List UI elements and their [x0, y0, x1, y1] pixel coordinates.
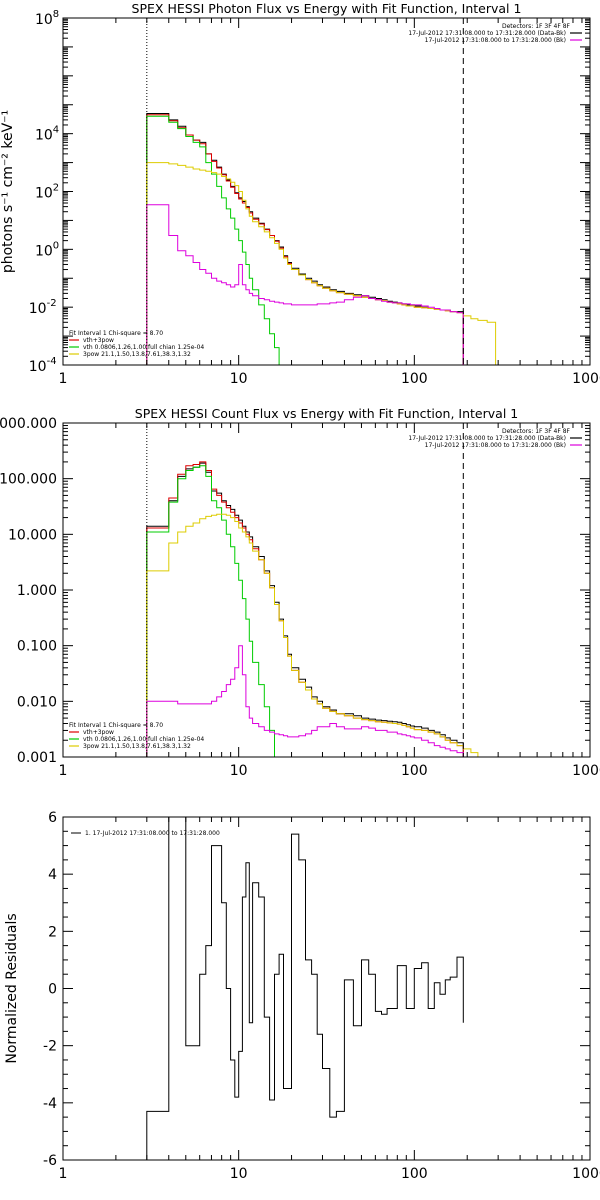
info-legend-line: Detectors: 1F 3F 4F 8F: [502, 23, 571, 30]
y-tick-label: 0.010: [17, 694, 57, 710]
svg-text:10: 10: [35, 128, 53, 144]
series-data-line: [146, 462, 464, 757]
y-tick-label: 10 4: [35, 125, 59, 144]
svg-text:10: 10: [35, 12, 53, 28]
fit-legend-line: vth 0.0806,1.26,1.00 full chian 1.25e-04: [83, 736, 204, 743]
y-tick-label: -6: [43, 1153, 57, 1169]
y-tick-label: 6: [48, 810, 57, 826]
y-tick-label: 10 2: [35, 183, 59, 202]
series-background-line: [146, 204, 464, 365]
svg-text:8: 8: [53, 9, 59, 20]
series-background-line: [146, 645, 464, 757]
x-tick-label: 100: [401, 1166, 428, 1182]
svg-text:10: 10: [35, 243, 53, 259]
fit-legend-line: vth+3pow: [83, 337, 114, 344]
y-tick-label: 1.000: [17, 583, 57, 599]
y-tick-label: -2: [43, 1039, 57, 1055]
svg-text:2: 2: [53, 183, 59, 194]
svg-text:-2: -2: [47, 298, 57, 309]
y-tick-label: 0.100: [17, 639, 57, 655]
fit-legend-line: vth 0.0806,1.26,1.00 full chian 1.25e-04: [83, 344, 204, 351]
plot-frame: [62, 17, 591, 366]
svg-text:0: 0: [53, 240, 59, 251]
fit-legend-line: 3pow 21.1,1.50,13.8,7.61,38.3,1.32: [83, 743, 191, 750]
y-axis-label: photons s⁻¹ cm⁻² keV⁻¹: [0, 110, 16, 273]
panel-2: SPEX HESSI Count Flux vs Energy with Fit…: [0, 406, 600, 779]
y-tick-label: 0.001: [17, 750, 57, 766]
x-tick-label: 10: [230, 763, 248, 779]
x-tick-label: 1: [59, 1166, 68, 1182]
plot-frame: [62, 816, 591, 1161]
chart-title: SPEX HESSI Photon Flux vs Energy with Fi…: [132, 1, 522, 16]
x-tick-label: 1: [59, 371, 68, 387]
x-tick-label: 100: [401, 371, 428, 387]
y-tick-label: 10 -2: [29, 298, 57, 317]
series-nonthermal-line: [146, 162, 497, 365]
x-tick-label: 10: [230, 371, 248, 387]
y-tick-label: 10 -4: [29, 356, 57, 375]
series-total-line: [146, 114, 464, 365]
series-data-line: [146, 113, 464, 365]
series-thermal-line: [146, 115, 284, 365]
series-nonthermal-line: [146, 513, 488, 757]
fit-legend-line: 3pow 21.1,1.50,13.8,7.61,38.3,1.32: [83, 351, 191, 358]
y-tick-label: 10.000: [8, 527, 57, 543]
series-data-line: [146, 817, 464, 1160]
svg-text:4: 4: [53, 125, 59, 136]
fit-legend-line: Fit Interval 1 Chi-square = 8.70: [69, 330, 163, 337]
fit-legend-line: vth+3pow: [83, 729, 114, 736]
y-tick-label: -4: [43, 1096, 57, 1112]
x-tick-label: 1: [59, 763, 68, 779]
y-tick-label: 2: [48, 924, 57, 940]
y-tick-label: 0: [48, 982, 57, 998]
info-legend-line: 17-Jul-2012 17:31:08.000 to 17:31:28.000…: [408, 435, 566, 442]
svg-text:10: 10: [35, 186, 53, 202]
svg-text:10: 10: [29, 301, 47, 317]
x-tick-label: 100: [401, 763, 428, 779]
series-thermal-line: [146, 465, 280, 757]
x-tick-label: 10: [230, 1166, 248, 1182]
info-legend-line: 17-Jul-2012 17:31:08.000 to 17:31:28.000…: [425, 37, 566, 44]
info-legend-line: Detectors: 1F 3F 4F 8F: [502, 428, 571, 435]
chart-title: SPEX HESSI Count Flux vs Energy with Fit…: [135, 406, 518, 421]
series-group: [146, 113, 497, 365]
info-legend-line: 17-Jul-2012 17:31:08.000 to 17:31:28.000…: [408, 30, 566, 37]
svg-text:-4: -4: [47, 356, 57, 367]
y-axis-label: Normalized Residuals: [4, 913, 20, 1063]
fit-legend-line: Fit Interval 1 Chi-square = 8.70: [69, 722, 163, 729]
panel-1: SPEX HESSI Photon Flux vs Energy with Fi…: [0, 1, 600, 387]
info-legend-line: 17-Jul-2012 17:31:08.000 to 17:31:28.000…: [425, 442, 566, 449]
y-tick-label: 100.000: [0, 472, 57, 488]
series-group: [146, 461, 488, 757]
series-total-line: [146, 461, 464, 757]
y-tick-label: 4: [48, 867, 57, 883]
svg-text:10: 10: [29, 359, 47, 375]
residual-legend-label: 1. 17-Jul-2012 17:31:08.000 to 17:31:28.…: [85, 830, 220, 837]
y-tick-label: 10 8: [35, 9, 59, 28]
series-group: [146, 817, 464, 1160]
y-tick-label: 10 0: [35, 240, 59, 259]
